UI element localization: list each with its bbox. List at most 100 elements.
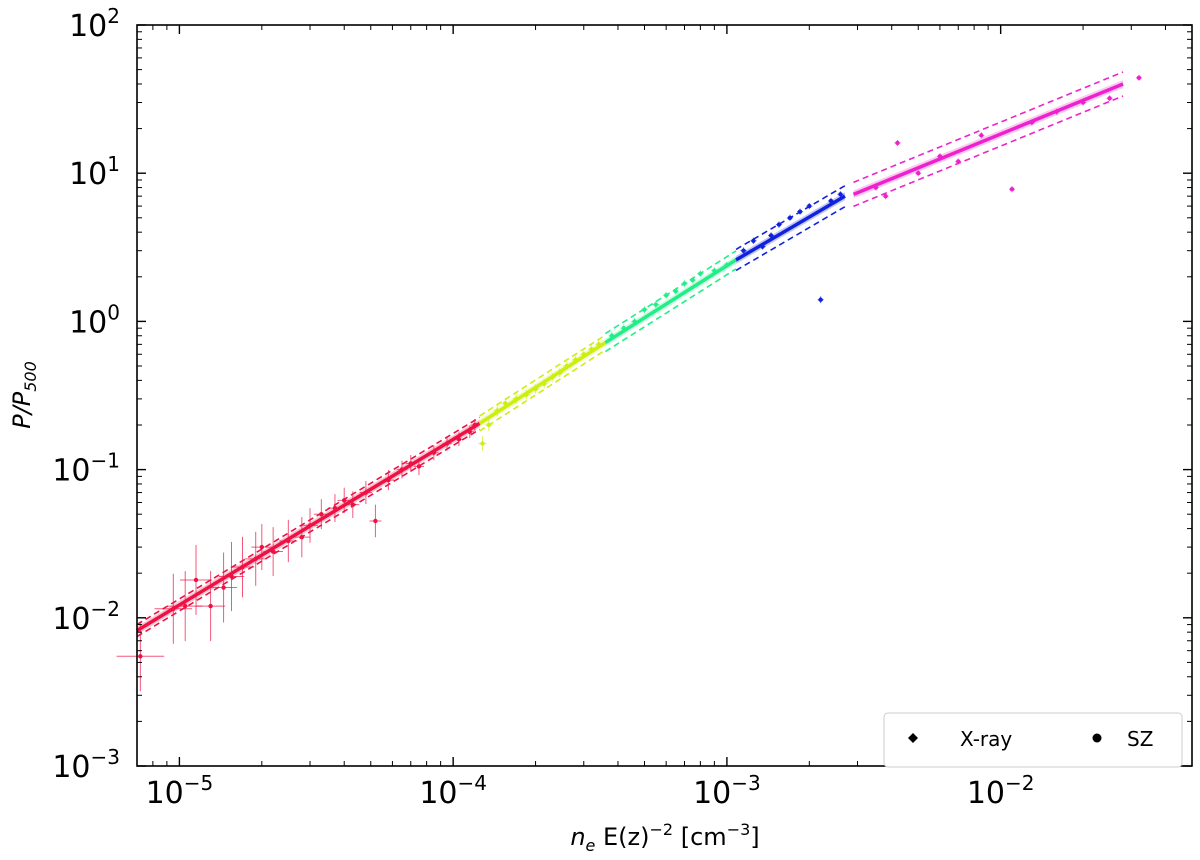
point-marker [807,203,812,209]
point-marker [386,477,391,483]
point-marker [533,386,538,392]
point-marker [229,574,234,579]
point-marker [221,585,226,590]
fit-lower-envelope [136,428,481,638]
data-point [595,340,603,349]
data-point [501,398,510,409]
data-point [936,153,943,160]
point-marker [838,192,843,197]
point-marker [564,363,569,369]
data-point [786,214,794,221]
data-point [572,355,580,364]
data-point [154,573,193,644]
point-marker [1080,100,1086,105]
point-marker [259,544,265,550]
data-point [116,621,165,692]
point-marker [589,346,594,352]
data-point [359,480,373,505]
legend-box [883,712,1183,768]
fit-upper-envelope [136,416,481,626]
data-point [413,457,424,476]
data-point [556,368,564,378]
data-point [641,306,648,314]
data-point [251,524,273,571]
point-marker [797,209,803,214]
fit-lower-envelope [605,268,737,353]
data-point [396,460,408,479]
data-point [775,221,783,228]
point-marker [712,268,717,273]
point-marker [486,422,492,428]
data-point [827,197,835,205]
point-marker [596,342,601,347]
legend: X-ray SZ [883,712,1183,768]
point-marker [1136,75,1142,81]
data-point [723,261,731,269]
x-tick-label: 10−5 [146,771,214,811]
point-marker [193,577,199,583]
data-point [711,267,718,274]
point-marker [760,244,765,249]
plot-area [116,71,1142,692]
data-point [382,470,394,491]
point-marker [549,375,555,380]
point-marker [916,171,921,176]
point-marker [632,319,637,324]
x-tick-label: 10−4 [419,771,487,811]
point-marker [873,185,879,190]
point-marker [573,357,578,363]
data-point [442,436,452,451]
data-point [210,552,237,623]
data-point [817,296,824,304]
point-marker [818,297,823,302]
point-marker [208,603,213,609]
point-marker [787,215,793,221]
point-marker [1107,96,1112,101]
data-point [429,445,439,461]
point-marker [444,441,450,446]
data-point [587,345,595,354]
point-marker [307,523,313,528]
point-marker [408,461,413,466]
fit-lower-envelope [853,95,1124,208]
point-marker [541,381,547,386]
x-tick-label: 10−3 [693,771,761,811]
point-marker [895,140,900,146]
point-marker [495,408,500,413]
point-marker [883,193,888,199]
point-marker [828,198,834,204]
data-point [218,541,245,612]
point-marker [240,564,245,570]
data-point [750,237,757,244]
point-marker [956,159,961,164]
point-marker [741,248,746,253]
point-marker [776,222,782,227]
data-point [631,317,638,325]
point-marker [416,464,422,469]
data-point [302,508,319,543]
data-point [531,384,540,394]
point-marker [373,518,378,524]
data-point [662,291,670,299]
point-marker [698,271,703,276]
fit-line [852,82,1124,196]
point-marker [456,437,462,442]
point-marker [363,490,369,495]
fit-lower-envelope [735,205,846,272]
data-point [522,389,531,400]
point-marker [682,281,687,286]
data-point [263,527,283,576]
legend-xray-label: X-ray [960,727,1012,751]
point-marker [673,288,678,294]
fit-line [735,194,846,262]
data-point [484,418,493,431]
data-point [230,536,255,598]
fit-upper-envelope [605,250,737,335]
data-point [465,425,475,439]
point-marker [472,422,478,428]
y-tick-label: 100 [69,300,120,340]
legend-sz-marker-icon [1092,733,1102,743]
x-tick-label: 10−2 [967,771,1035,811]
point-marker [503,401,508,406]
